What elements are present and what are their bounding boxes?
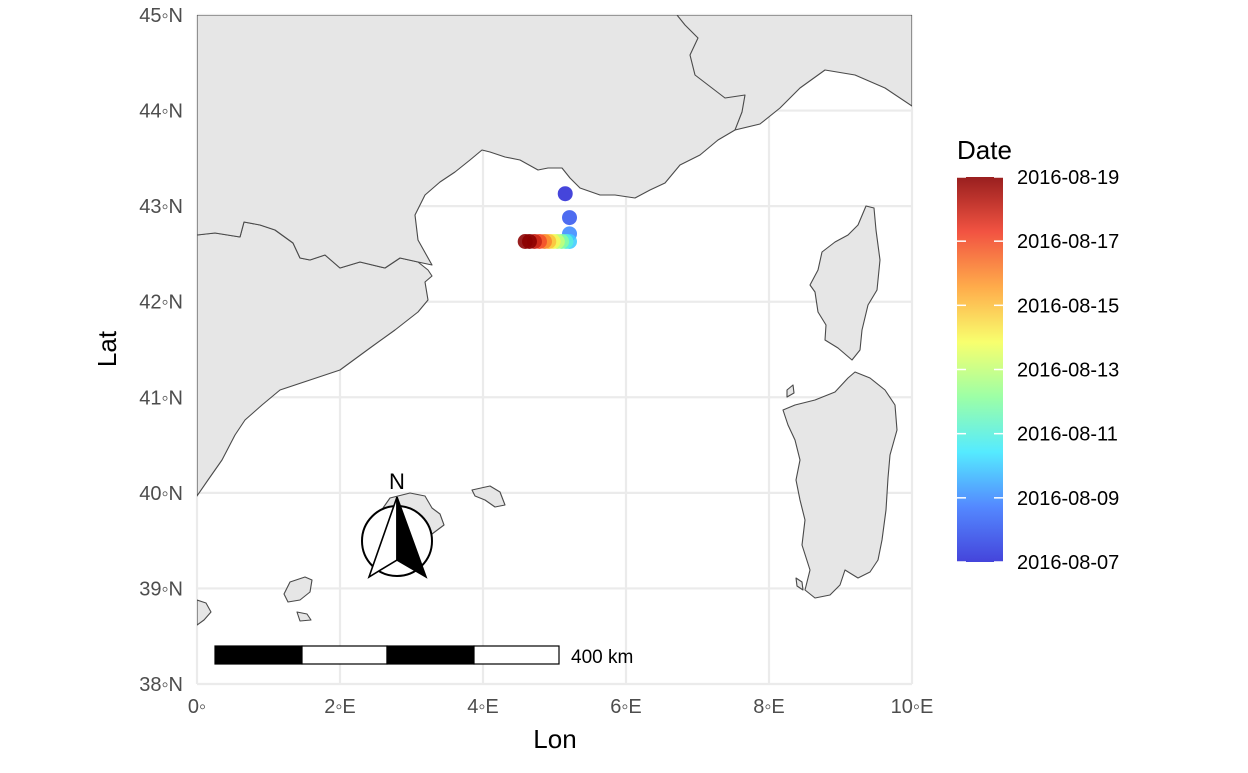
y-tick-label: 42◦N [139,292,183,314]
legend-label: 2016-08-17 [1017,231,1119,253]
legend-title: Date [957,135,1012,165]
land-ibiza [283,576,313,603]
land-layer [197,15,912,626]
y-tick-label: 43◦N [139,196,183,218]
track-point [517,234,533,250]
legend-label: 2016-08-07 [1017,552,1119,574]
x-tick-label: 10◦E [891,696,934,718]
x-axis-ticks: 0◦ 2◦E 4◦E 6◦E 8◦E 10◦E [188,696,933,718]
y-tick-label: 44◦N [139,101,183,123]
scale-bar-segment-1 [214,645,303,665]
y-tick-label: 38◦N [139,674,183,696]
y-tick-label: 40◦N [139,483,183,505]
land-sardinia [782,371,898,599]
track-points [517,186,578,250]
x-tick-label: 4◦E [467,696,499,718]
land-iberia-southeast [197,599,212,626]
scale-bar-segment-4 [473,645,560,665]
north-arrow: N [361,469,433,579]
land-europe-mainland [197,221,433,497]
land-corsica [809,205,881,361]
x-tick-label: 6◦E [610,696,642,718]
y-tick-label: 45◦N [139,5,183,27]
legend-label: 2016-08-19 [1017,167,1119,189]
y-axis-ticks: 38◦N 39◦N 40◦N 41◦N 42◦N 43◦N 44◦N 45◦N [139,5,183,696]
land-formentera [296,611,312,622]
land-islet-north [786,384,795,398]
land-islet-south [795,577,804,591]
scale-bar-segment-3 [386,645,475,665]
scale-bar: 400 km [214,645,633,668]
y-tick-label: 39◦N [139,578,183,600]
legend-label: 2016-08-11 [1017,424,1118,446]
x-tick-label: 0◦ [188,696,206,718]
legend-label: 2016-08-09 [1017,488,1119,510]
legend-label: 2016-08-13 [1017,360,1119,382]
x-tick-label: 8◦E [753,696,785,718]
x-tick-label: 2◦E [324,696,356,718]
track-point [557,186,573,202]
land-menorca [471,485,506,508]
north-arrow-right-half [396,496,428,579]
scale-bar-segment-2 [301,645,388,665]
x-axis-title: Lon [533,724,576,754]
scale-bar-label: 400 km [571,647,633,668]
color-legend: Date 2016-08-192016-08-172016-08-152016-… [957,135,1119,574]
land-france-coast [197,15,912,269]
track-point [562,210,578,226]
y-tick-label: 41◦N [139,387,183,409]
north-arrow-label: N [389,469,405,494]
y-axis-title: Lat [92,330,122,367]
legend-label: 2016-08-15 [1017,295,1119,317]
legend-labels: 2016-08-19 2016-08-17 2016-08-15 2016-08-13… [957,167,1119,574]
